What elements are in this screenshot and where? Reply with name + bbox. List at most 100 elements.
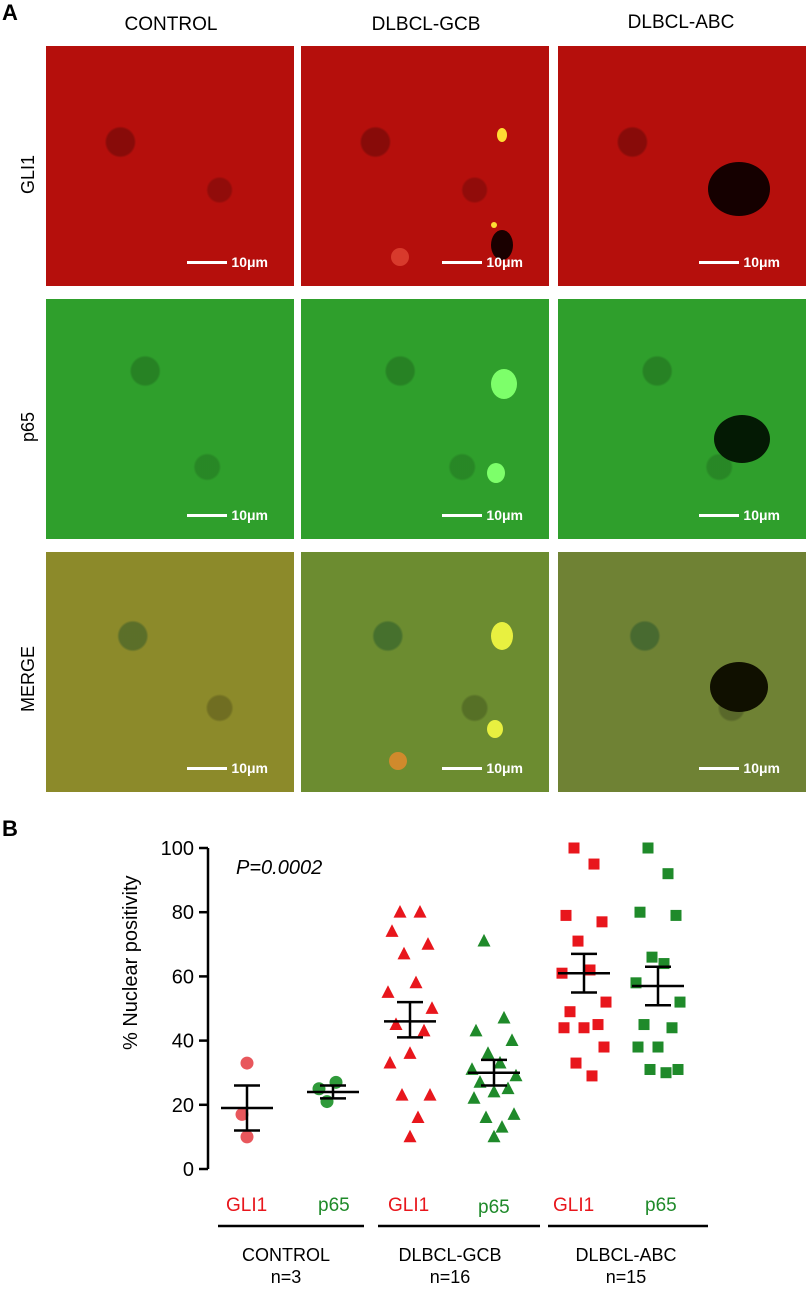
series-label-abc-p65: p65 bbox=[645, 1195, 677, 1216]
bright-spot bbox=[487, 720, 503, 738]
data-point bbox=[467, 1091, 481, 1104]
group-label-gcb: DLBCL-GCB n=16 bbox=[370, 1244, 530, 1288]
data-point bbox=[592, 1019, 604, 1031]
image-p65-abc: 10μm bbox=[558, 299, 806, 539]
scale-bar: 10μm bbox=[187, 507, 268, 523]
data-point bbox=[660, 1067, 672, 1079]
data-point bbox=[389, 1017, 403, 1030]
bright-spot bbox=[491, 369, 517, 399]
series-label-control-p65: p65 bbox=[318, 1195, 350, 1216]
data-point bbox=[393, 905, 407, 918]
data-point bbox=[397, 946, 411, 960]
group-n: n=3 bbox=[270, 1267, 302, 1287]
scale-bar: 10μm bbox=[187, 760, 268, 776]
image-p65-control: 10μm bbox=[46, 299, 294, 539]
dark-nucleus bbox=[714, 415, 770, 463]
data-point bbox=[652, 1041, 664, 1053]
image-merge-gcb: 10μm bbox=[301, 552, 549, 792]
data-point bbox=[469, 1023, 483, 1037]
data-point bbox=[320, 1095, 334, 1109]
data-point bbox=[477, 933, 491, 947]
y-tick-label: 80 bbox=[172, 902, 194, 924]
data-point bbox=[670, 909, 682, 921]
data-point bbox=[501, 1081, 515, 1095]
data-point bbox=[598, 1041, 610, 1053]
data-point bbox=[509, 1068, 523, 1082]
y-tick-label: 0 bbox=[183, 1159, 194, 1181]
data-point bbox=[674, 996, 686, 1008]
data-point bbox=[411, 1110, 425, 1124]
y-tick-label: 100 bbox=[161, 838, 194, 860]
data-point bbox=[634, 906, 646, 918]
data-point bbox=[383, 1055, 397, 1069]
data-point bbox=[666, 1022, 678, 1034]
data-point bbox=[423, 1087, 437, 1101]
p-value-annotation: P=0.0002 bbox=[236, 857, 323, 879]
series-label-control-gli1: GLI1 bbox=[226, 1195, 268, 1216]
scale-bar: 10μm bbox=[442, 507, 523, 523]
data-point bbox=[586, 1070, 598, 1082]
scale-bar: 10μm bbox=[442, 760, 523, 776]
data-point bbox=[588, 858, 600, 870]
y-tick-label: 20 bbox=[172, 1095, 194, 1117]
image-merge-control: 10μm bbox=[46, 552, 294, 792]
data-point bbox=[658, 958, 670, 970]
data-point bbox=[596, 916, 608, 928]
scale-bar: 10μm bbox=[699, 760, 780, 776]
data-point bbox=[235, 1107, 249, 1121]
image-gli1-abc: 10μm bbox=[558, 46, 806, 286]
round-cell bbox=[391, 248, 409, 266]
column-header-gcb: DLBCL-GCB bbox=[371, 14, 481, 35]
image-gli1-control: 10μm bbox=[46, 46, 294, 286]
data-point bbox=[570, 1057, 582, 1069]
group-n: n=15 bbox=[605, 1267, 647, 1287]
data-point bbox=[642, 842, 654, 854]
data-point bbox=[403, 1046, 417, 1059]
data-point bbox=[505, 1033, 519, 1046]
bright-spot bbox=[497, 128, 507, 142]
dark-nucleus bbox=[710, 662, 768, 712]
data-point bbox=[568, 842, 580, 854]
data-point bbox=[240, 1130, 254, 1144]
data-point bbox=[578, 1022, 590, 1034]
data-point bbox=[560, 909, 572, 921]
bright-spot bbox=[491, 622, 513, 650]
group-n: n=16 bbox=[429, 1267, 471, 1287]
data-point bbox=[312, 1082, 326, 1096]
data-point bbox=[395, 1087, 409, 1101]
data-point bbox=[421, 937, 435, 950]
data-point bbox=[572, 935, 584, 947]
data-point bbox=[413, 905, 427, 918]
data-point bbox=[564, 1006, 576, 1018]
data-point bbox=[630, 977, 642, 989]
y-tick-label: 60 bbox=[172, 966, 194, 988]
data-point bbox=[646, 951, 658, 963]
bright-spot bbox=[491, 222, 497, 228]
data-point bbox=[495, 1120, 509, 1133]
y-tick-label: 40 bbox=[172, 1031, 194, 1053]
image-gli1-gcb: 10μm bbox=[301, 46, 549, 286]
data-point bbox=[403, 1129, 417, 1143]
data-point bbox=[497, 1010, 511, 1024]
series-label-gcb-p65: p65 bbox=[478, 1197, 510, 1218]
data-point bbox=[425, 1001, 439, 1014]
round-cell bbox=[389, 752, 407, 770]
data-point bbox=[558, 1022, 570, 1034]
data-point bbox=[381, 985, 395, 998]
data-point bbox=[600, 996, 612, 1008]
group-label-control: CONTROL n=3 bbox=[216, 1244, 356, 1288]
data-point bbox=[329, 1075, 343, 1089]
scale-bar: 10μm bbox=[187, 254, 268, 270]
column-header-abc: DLBCL-ABC bbox=[627, 12, 735, 33]
series-label-gcb-gli1: GLI1 bbox=[388, 1195, 430, 1216]
dark-nucleus bbox=[708, 162, 770, 216]
scale-bar: 10μm bbox=[442, 254, 523, 270]
data-point bbox=[584, 964, 596, 976]
data-point bbox=[240, 1056, 254, 1070]
scale-bar: 10μm bbox=[699, 507, 780, 523]
data-point bbox=[662, 868, 674, 880]
data-point bbox=[409, 975, 423, 989]
image-p65-gcb: 10μm bbox=[301, 299, 549, 539]
column-header-control: CONTROL bbox=[124, 14, 218, 35]
